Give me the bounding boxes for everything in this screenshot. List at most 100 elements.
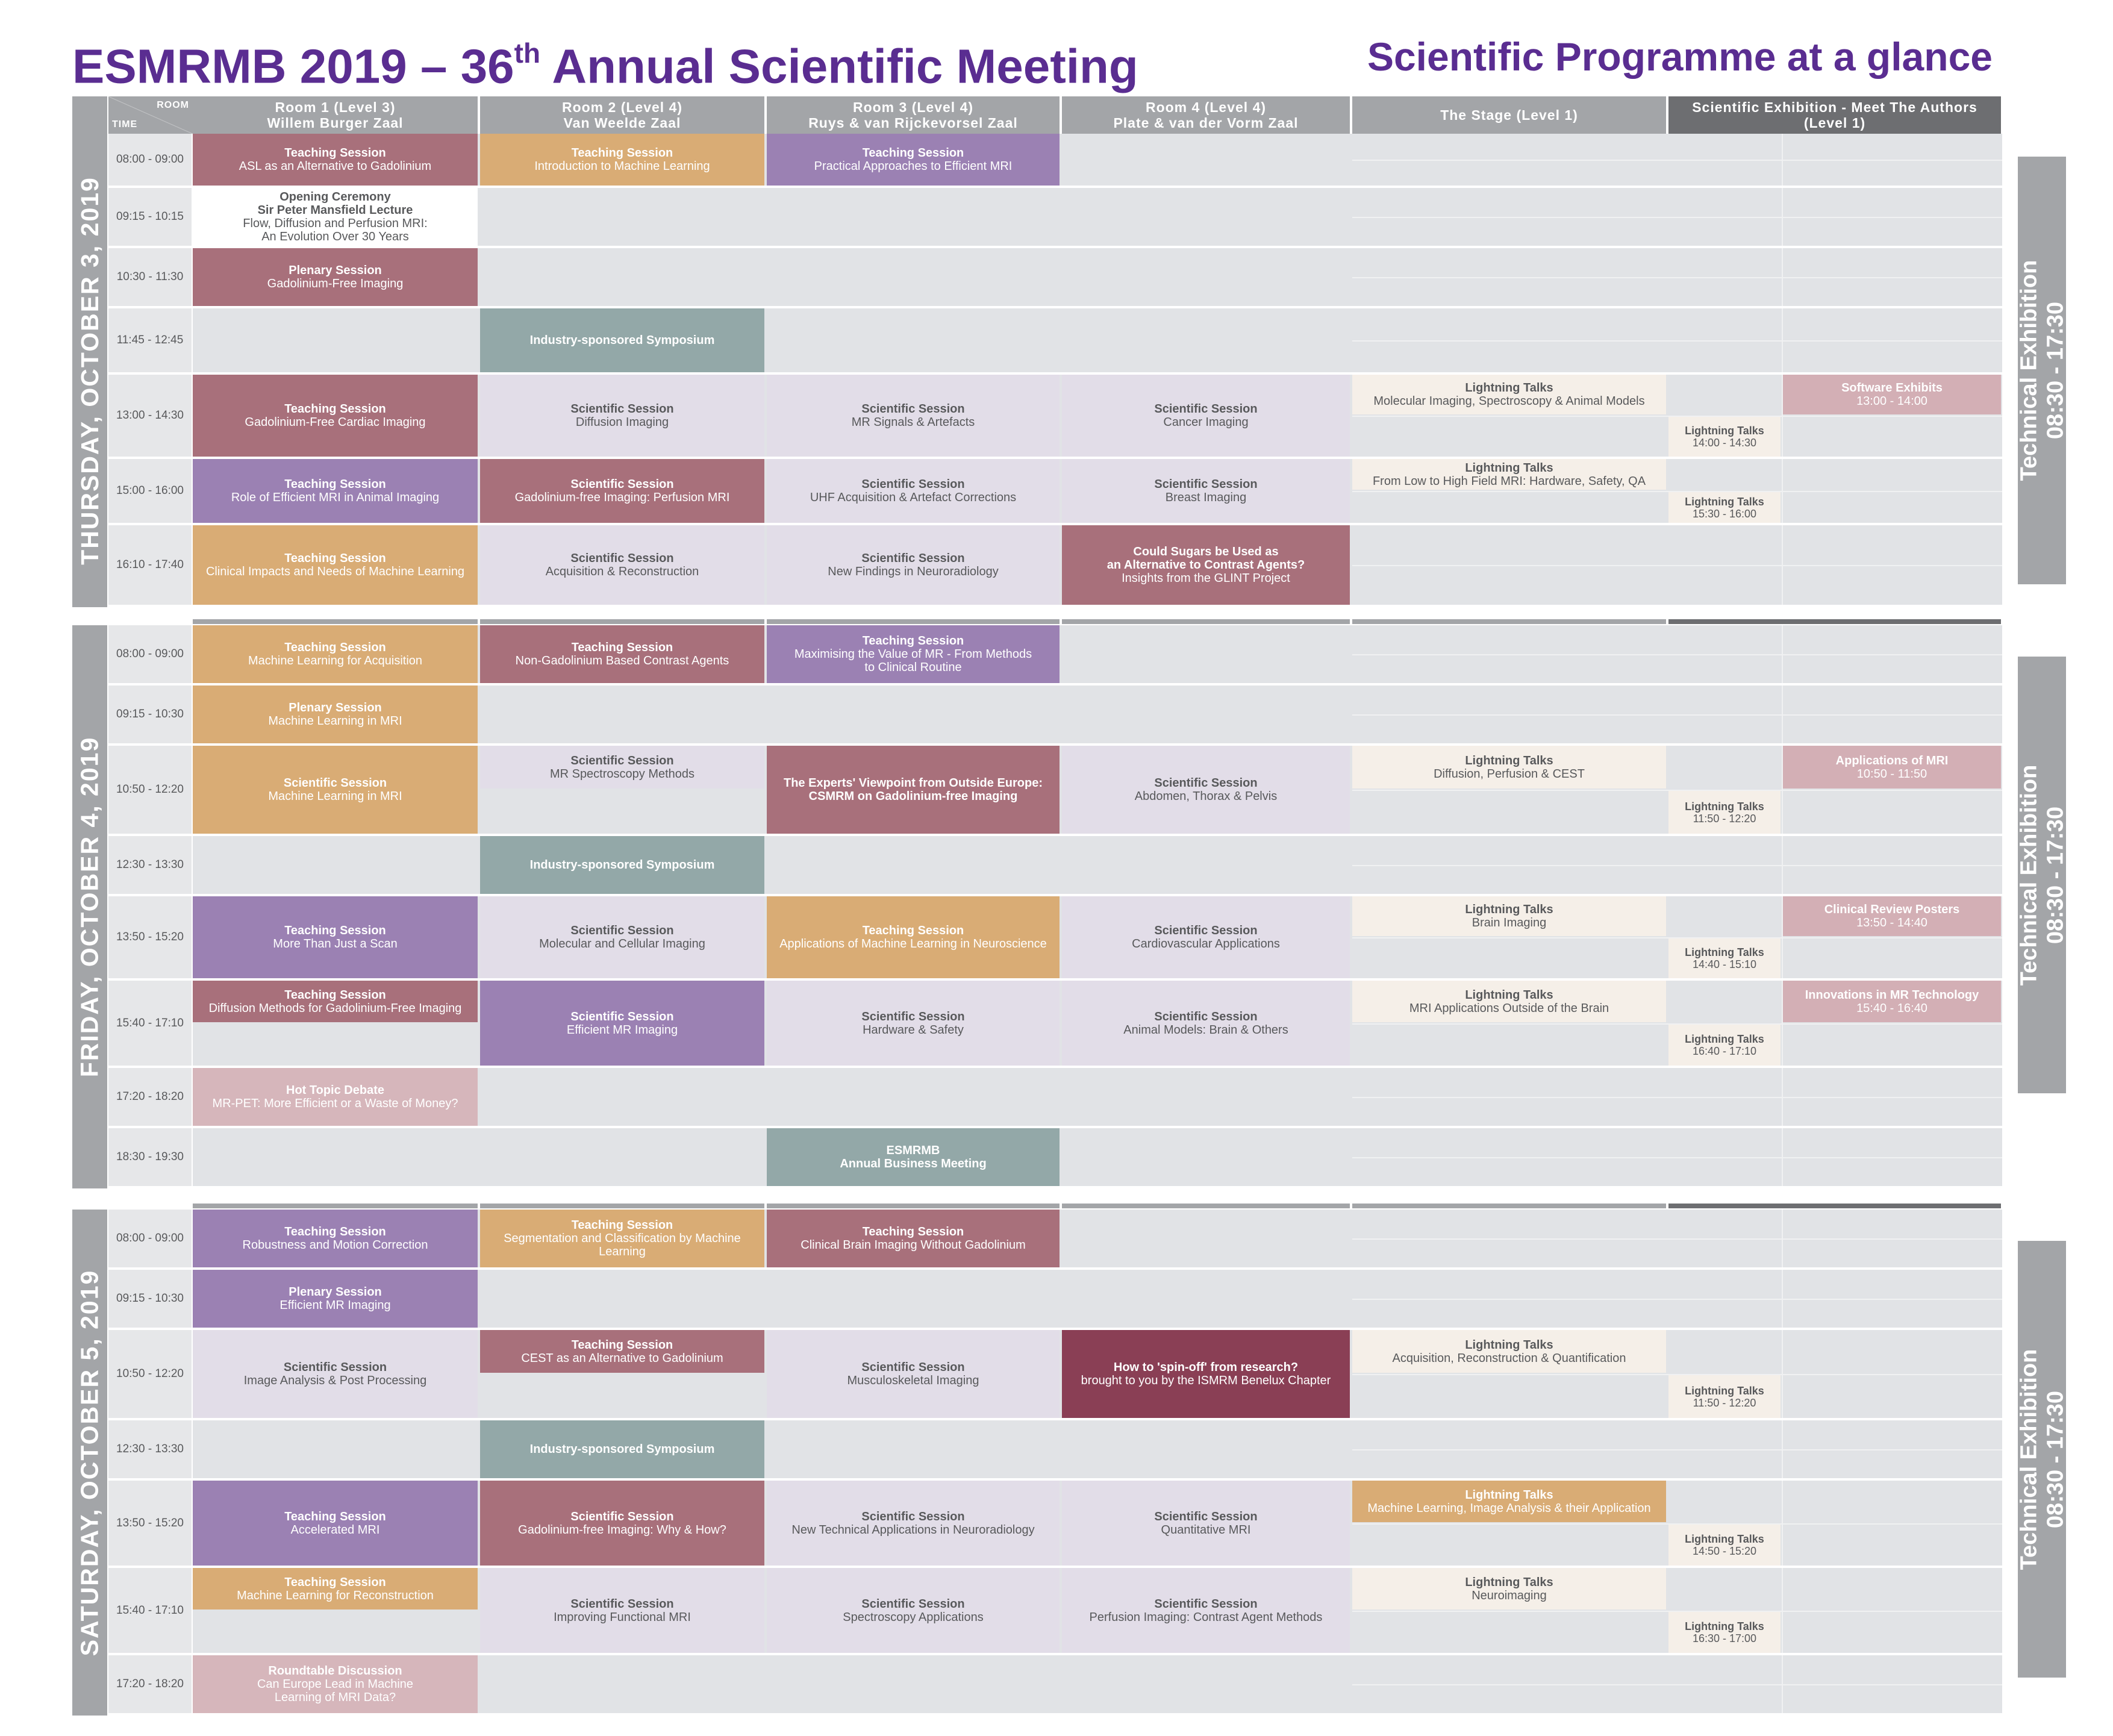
session-block[interactable]: Plenary Session Machine Learning in MRI bbox=[193, 685, 478, 743]
session-block[interactable]: Lightning Talks 16:40 - 17:10 bbox=[1668, 1025, 1781, 1066]
row-divider bbox=[1352, 654, 2002, 655]
session-subtitle: UHF Acquisition & Artefact Corrections bbox=[810, 491, 1017, 504]
session-block[interactable]: Lightning Talks Neuroimaging bbox=[1352, 1568, 1666, 1610]
session-block[interactable]: Teaching Session Maximising the Value of … bbox=[767, 625, 1060, 683]
session-block[interactable]: Scientific Session New Findings in Neuror… bbox=[767, 525, 1060, 605]
session-block[interactable]: Lightning Talks Acquisition, Reconstructi… bbox=[1352, 1330, 1666, 1373]
session-block[interactable]: Scientific Session Molecular and Cellular… bbox=[480, 896, 764, 978]
session-block[interactable]: Teaching Session ASL as an Alternative to… bbox=[193, 134, 478, 186]
session-block[interactable]: Scientific Session MR Spectroscopy Method… bbox=[480, 746, 764, 788]
session-block[interactable]: Lightning Talks 14:40 - 15:10 bbox=[1668, 938, 1781, 978]
row-divider bbox=[1352, 1449, 2002, 1450]
session-block[interactable]: Scientific Session Diffusion Imaging bbox=[480, 375, 764, 457]
session-block[interactable]: Lightning Talks 16:30 - 17:00 bbox=[1668, 1612, 1781, 1653]
session-title: Software Exhibits bbox=[1841, 381, 1943, 395]
session-block[interactable]: Teaching Session Applications of Machine … bbox=[767, 896, 1060, 978]
session-block[interactable]: Clinical Review Posters 13:50 - 14:40 bbox=[1783, 896, 2001, 936]
column-divider bbox=[1782, 1568, 1783, 1653]
session-block[interactable]: Opening Ceremony Sir Peter Mansfield Lect… bbox=[193, 188, 478, 246]
session-block[interactable]: Scientific Session Perfusion Imaging: Con… bbox=[1062, 1568, 1350, 1653]
day-separator bbox=[480, 619, 764, 624]
session-block[interactable]: Teaching Session More Than Just a Scan bbox=[193, 896, 478, 978]
session-block[interactable]: Lightning Talks 14:00 - 14:30 bbox=[1668, 417, 1781, 457]
session-subtitle-line2: Learning bbox=[599, 1245, 646, 1258]
session-block[interactable]: Lightning Talks 15:30 - 16:00 bbox=[1668, 492, 1781, 523]
session-block[interactable]: Lightning Talks Brain Imaging bbox=[1352, 896, 1666, 936]
session-block[interactable]: Lightning Talks From Low to High Field MR… bbox=[1352, 459, 1666, 490]
session-block[interactable]: Scientific Session Improving Functional M… bbox=[480, 1568, 764, 1653]
session-block[interactable]: Applications of MRI 10:50 - 11:50 bbox=[1783, 746, 2001, 788]
session-block[interactable]: Teaching Session Machine Learning for Rec… bbox=[193, 1568, 478, 1610]
session-block[interactable]: Scientific Session Gadolinium-free Imagin… bbox=[480, 459, 764, 523]
session-block[interactable]: Scientific Session Breast Imaging bbox=[1062, 459, 1350, 523]
time-slot: 10:50 - 12:20 bbox=[108, 1330, 192, 1418]
session-block[interactable]: Scientific Session MR Signals & Artefacts bbox=[767, 375, 1060, 457]
session-block[interactable]: Industry-sponsored Symposium bbox=[480, 1420, 764, 1478]
session-block[interactable]: Lightning Talks 14:50 - 15:20 bbox=[1668, 1525, 1781, 1566]
row-divider bbox=[1352, 1374, 2002, 1375]
session-block[interactable]: Scientific Session Animal Models: Brain &… bbox=[1062, 981, 1350, 1066]
day-separator bbox=[480, 1204, 764, 1208]
day-label-text: THURSDAY, OCTOBER 3, 2019 bbox=[75, 176, 104, 565]
session-block[interactable]: Teaching Session Clinical Impacts and Nee… bbox=[193, 525, 478, 605]
time-slot-label: 13:50 - 15:20 bbox=[116, 1516, 184, 1529]
session-title: Clinical Review Posters bbox=[1824, 903, 1960, 916]
session-block[interactable]: Teaching Session Gadolinium-Free Cardiac … bbox=[193, 375, 478, 457]
session-block[interactable]: Scientific Session Efficient MR Imaging bbox=[480, 981, 764, 1066]
session-subtitle: 15:30 - 16:00 bbox=[1692, 507, 1757, 520]
session-block[interactable]: Plenary Session Gadolinium-Free Imaging bbox=[193, 248, 478, 306]
session-block[interactable]: Teaching Session Machine Learning for Acq… bbox=[193, 625, 478, 683]
session-title: Lightning Talks bbox=[1465, 988, 1553, 1002]
session-block[interactable]: Lightning Talks Machine Learning, Image A… bbox=[1352, 1481, 1666, 1522]
session-block[interactable]: Scientific Session Gadolinium-free Imagin… bbox=[480, 1481, 764, 1566]
session-block[interactable]: Scientific Session Spectroscopy Applicati… bbox=[767, 1568, 1060, 1653]
session-block[interactable]: Scientific Session Acquisition & Reconstr… bbox=[480, 525, 764, 605]
session-block[interactable]: Teaching Session Role of Efficient MRI in… bbox=[193, 459, 478, 523]
time-slot-label: 09:15 - 10:30 bbox=[116, 708, 184, 720]
session-block[interactable]: Scientific Session Abdomen, Thorax & Pelv… bbox=[1062, 746, 1350, 834]
session-block[interactable]: Scientific Session New Technical Applicat… bbox=[767, 1481, 1060, 1566]
session-block[interactable]: Plenary Session Efficient MR Imaging bbox=[193, 1270, 478, 1328]
session-block[interactable]: Innovations in MR Technology 15:40 - 16:4… bbox=[1783, 981, 2001, 1022]
session-block[interactable]: Teaching Session Segmentation and Classif… bbox=[480, 1210, 764, 1267]
session-block[interactable]: Could Sugars be Used as an Alternative to… bbox=[1062, 525, 1350, 605]
room-header-3: Room 3 (Level 4) Ruys & van Rijckevorsel … bbox=[767, 96, 1060, 134]
session-block[interactable]: How to 'spin-off' from research? brought … bbox=[1062, 1330, 1350, 1418]
session-block[interactable]: Teaching Session Accelerated MRI bbox=[193, 1481, 478, 1566]
session-subtitle: 16:40 - 17:10 bbox=[1692, 1045, 1757, 1057]
session-title: Scientific Session bbox=[283, 776, 387, 790]
session-block[interactable]: Scientific Session Machine Learning in MR… bbox=[193, 746, 478, 834]
session-block[interactable]: Scientific Session UHF Acquisition & Arte… bbox=[767, 459, 1060, 523]
session-block[interactable]: ESMRMB Annual Business Meeting bbox=[767, 1128, 1060, 1186]
session-block[interactable]: The Experts' Viewpoint from Outside Euro… bbox=[767, 746, 1060, 834]
session-block[interactable]: Scientific Session Cardiovascular Applica… bbox=[1062, 896, 1350, 978]
session-block[interactable]: Teaching Session Diffusion Methods for Ga… bbox=[193, 981, 478, 1022]
session-title: Scientific Session bbox=[861, 552, 965, 565]
session-block[interactable]: Teaching Session Robustness and Motion Co… bbox=[193, 1210, 478, 1267]
session-block[interactable]: Industry-sponsored Symposium bbox=[480, 836, 764, 894]
session-block[interactable]: Scientific Session Musculoskeletal Imagin… bbox=[767, 1330, 1060, 1418]
session-block[interactable]: Hot Topic Debate MR-PET: More Efficient o… bbox=[193, 1068, 478, 1126]
session-block[interactable]: Software Exhibits 13:00 - 14:00 bbox=[1783, 375, 2001, 414]
session-block[interactable]: Lightning Talks Molecular Imaging, Spectr… bbox=[1352, 375, 1666, 414]
column-divider bbox=[1782, 188, 1783, 246]
session-block[interactable]: Lightning Talks 11:50 - 12:20 bbox=[1668, 1375, 1781, 1418]
session-block[interactable]: Teaching Session Non-Gadolinium Based Con… bbox=[480, 625, 764, 683]
session-block[interactable]: Lightning Talks 11:50 - 12:20 bbox=[1668, 791, 1781, 834]
session-block[interactable]: Scientific Session Hardware & Safety bbox=[767, 981, 1060, 1066]
session-block[interactable]: Teaching Session Clinical Brain Imaging W… bbox=[767, 1210, 1060, 1267]
session-block[interactable]: Scientific Session Image Analysis & Post … bbox=[193, 1330, 478, 1418]
session-block[interactable]: Lightning Talks MRI Applications Outside … bbox=[1352, 981, 1666, 1022]
meeting-title: ESMRMB 2019 – 36th Annual Scientific Mee… bbox=[72, 37, 1138, 93]
session-block[interactable]: Scientific Session Cancer Imaging bbox=[1062, 375, 1350, 457]
session-title: Teaching Session bbox=[862, 634, 964, 648]
session-subtitle: Clinical Impacts and Needs of Machine Le… bbox=[205, 565, 465, 578]
session-block[interactable]: Industry-sponsored Symposium bbox=[480, 308, 764, 372]
session-block[interactable]: Lightning Talks Diffusion, Perfusion & CE… bbox=[1352, 746, 1666, 788]
session-subtitle: Animal Models: Brain & Others bbox=[1123, 1023, 1288, 1037]
session-block[interactable]: Teaching Session Introduction to Machine … bbox=[480, 134, 764, 186]
session-block[interactable]: Scientific Session Quantitative MRI bbox=[1062, 1481, 1350, 1566]
session-block[interactable]: Teaching Session Practical Approaches to … bbox=[767, 134, 1060, 186]
session-block[interactable]: Teaching Session CEST as an Alternative t… bbox=[480, 1330, 764, 1373]
session-block[interactable]: Roundtable Discussion Can Europe Lead in … bbox=[193, 1655, 478, 1713]
